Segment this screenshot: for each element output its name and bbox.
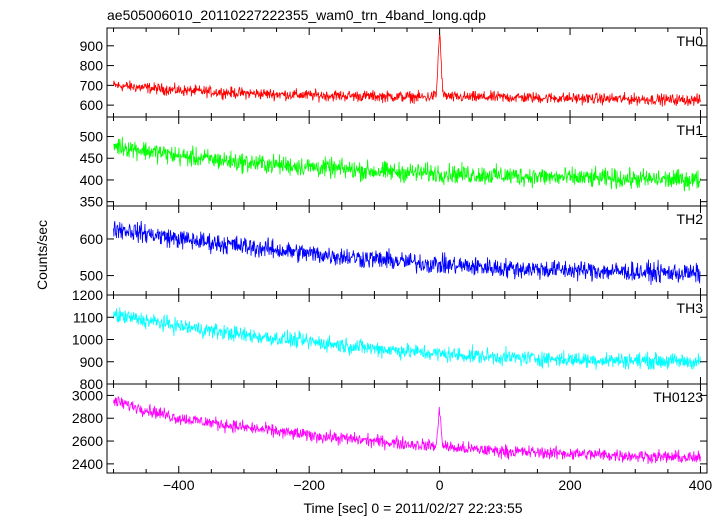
x-tick-label: −400 [163,477,195,493]
x-tick-label: 400 [689,477,713,493]
y-tick-label: 700 [80,77,104,93]
panel-label-th3: TH3 [677,300,704,316]
x-tick-label: 200 [558,477,582,493]
y-tick-label: 1200 [72,287,103,303]
y-tick-label: 350 [80,194,104,210]
y-tick-label: 800 [80,58,104,74]
panel-frame [106,205,708,296]
y-tick-label: 2400 [72,456,103,472]
x-axis-label: Time [sec] 0 = 2011/02/27 22:23:55 [303,500,522,516]
x-tick-label: 0 [436,477,444,493]
y-tick-label: 900 [80,354,104,370]
panel-th1: 350 400 450 500 TH1 [80,116,708,210]
series-line-th2 [113,220,701,285]
y-tick-label: 450 [80,150,104,166]
y-tick-label: 500 [80,268,104,284]
y-tick-label: 500 [80,129,104,145]
chart-title: ae505006010_20110227222355_wam0_trn_4ban… [107,7,486,23]
y-tick-label: 2800 [72,410,103,426]
y-tick-label: 600 [80,97,104,113]
y-tick-label: 800 [80,376,104,392]
x-axis: −400 −200 0 200 400 [163,477,712,493]
panel-label-th0123: TH0123 [653,389,703,405]
y-tick-label: 1000 [72,332,103,348]
panel-label-th0: TH0 [677,33,704,49]
y-tick-label: 1100 [73,309,103,325]
y-tick-label: 900 [80,38,104,54]
panel-th3: 800 900 1000 1100 1200 TH3 [72,287,708,392]
panel-th0: 600 700 800 900 TH0 [80,27,708,118]
y-axis-label: Counts/sec [34,220,50,290]
y-tick-label: 600 [80,231,104,247]
panel-th2: 500 600 TH2 [80,205,708,296]
panel-th0123: 2400 2600 2800 3000 TH0123 [72,383,708,474]
x-tick-label: −200 [293,477,325,493]
y-tick-label: 400 [80,172,104,188]
panel-label-th2: TH2 [677,211,704,227]
y-tick-label: 3000 [72,387,103,403]
panel-frame [106,294,708,385]
series-line-th3 [113,307,701,371]
series-line-th1 [113,136,701,192]
panels: 600 700 800 900 TH0 350 400 450 500 TH1 500 600 TH2 8… [72,27,708,474]
panel-label-th1: TH1 [677,122,704,138]
series-line-th0123 [113,396,701,465]
panel-frame [106,27,708,118]
y-tick-label: 2600 [72,433,103,449]
series-line-th0 [113,34,701,107]
panel-frame [106,383,708,474]
